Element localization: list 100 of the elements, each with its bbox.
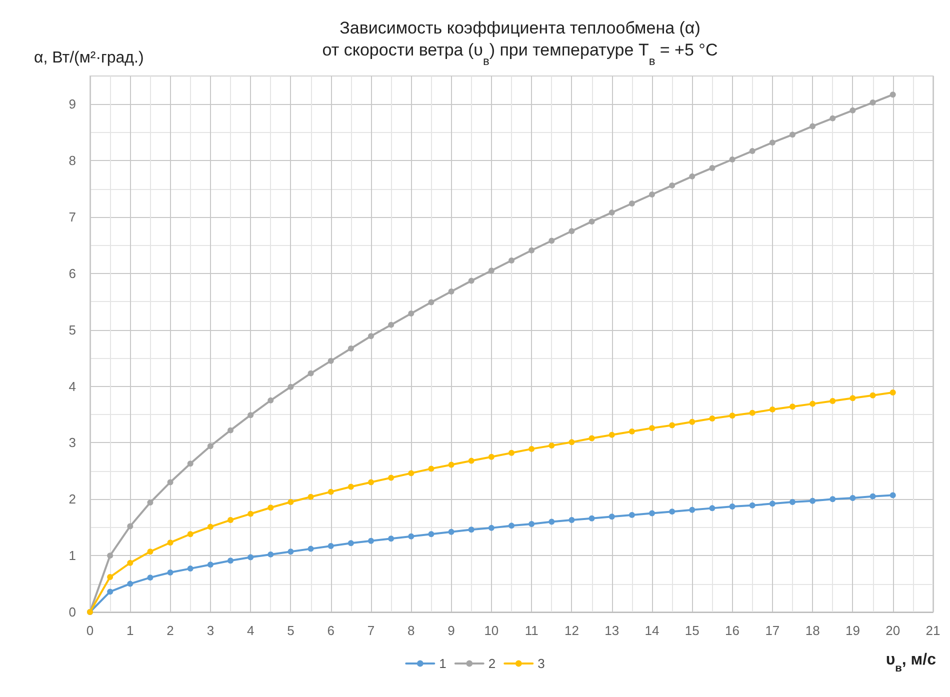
point xyxy=(548,442,555,449)
point xyxy=(488,268,494,274)
point xyxy=(749,148,756,154)
y-tick-label: 7 xyxy=(68,210,76,225)
x-tick-label: 6 xyxy=(327,623,334,638)
point xyxy=(790,404,796,410)
point xyxy=(608,432,615,438)
point xyxy=(769,140,776,146)
point xyxy=(328,358,334,364)
point xyxy=(147,574,154,581)
legend-label: 2 xyxy=(488,656,496,671)
point xyxy=(388,474,394,481)
point xyxy=(890,92,896,98)
point xyxy=(368,479,374,486)
x-tick-label: 21 xyxy=(926,623,940,638)
point xyxy=(850,395,856,402)
y-tick-label: 2 xyxy=(68,492,76,507)
point xyxy=(348,484,354,490)
point xyxy=(268,551,274,558)
point xyxy=(288,498,294,505)
point xyxy=(870,392,876,398)
point xyxy=(107,588,114,595)
point xyxy=(870,100,876,106)
point xyxy=(830,496,836,502)
point xyxy=(669,422,676,428)
point xyxy=(628,512,635,518)
point xyxy=(408,470,414,476)
x-tick-label: 15 xyxy=(684,623,700,638)
y-tick-label: 1 xyxy=(68,548,76,564)
y-tick-label: 3 xyxy=(68,435,76,450)
point xyxy=(810,498,816,504)
point xyxy=(689,506,696,513)
point xyxy=(729,503,736,510)
point xyxy=(709,164,716,171)
point xyxy=(729,156,736,162)
point xyxy=(649,425,655,432)
point xyxy=(850,107,856,114)
point xyxy=(207,524,214,530)
legend-label: 3 xyxy=(538,656,545,671)
point xyxy=(368,538,374,544)
point xyxy=(830,398,836,404)
point xyxy=(388,536,394,542)
point xyxy=(468,458,474,464)
point xyxy=(147,548,154,555)
point xyxy=(228,517,234,524)
point xyxy=(588,435,595,442)
point xyxy=(588,218,595,225)
x-tick-label: 1 xyxy=(126,623,134,638)
point xyxy=(749,502,756,508)
point xyxy=(488,454,494,460)
point xyxy=(870,493,876,500)
point xyxy=(268,397,274,404)
y-tick-label: 5 xyxy=(68,322,76,338)
point xyxy=(669,508,676,515)
x-tick-label: 8 xyxy=(408,623,415,638)
y-tick-label: 4 xyxy=(68,378,76,394)
x-tick-label: 14 xyxy=(644,623,660,638)
point xyxy=(348,540,354,546)
point xyxy=(428,531,434,538)
legend-label: 1 xyxy=(439,656,446,671)
point xyxy=(368,333,374,340)
point xyxy=(528,446,535,452)
point xyxy=(508,522,514,529)
point xyxy=(448,528,454,535)
point xyxy=(127,560,134,566)
point xyxy=(127,580,134,587)
y-tick-label: 0 xyxy=(68,604,76,620)
point xyxy=(288,548,294,555)
point xyxy=(608,210,615,216)
point xyxy=(268,504,274,511)
point xyxy=(448,288,454,295)
point xyxy=(588,515,595,522)
point xyxy=(830,115,836,122)
x-tick-label: 19 xyxy=(845,623,860,638)
point xyxy=(769,500,776,507)
point xyxy=(468,526,474,533)
point xyxy=(308,370,314,376)
x-tick-label: 10 xyxy=(484,623,499,638)
point xyxy=(167,540,174,546)
point xyxy=(308,546,314,552)
point xyxy=(790,498,796,505)
x-tick-label: 0 xyxy=(86,623,94,638)
x-tick-label: 3 xyxy=(206,623,214,638)
x-tick-label: 11 xyxy=(524,623,538,638)
point xyxy=(568,439,575,446)
point xyxy=(428,299,434,306)
point xyxy=(328,488,334,495)
x-tick-label: 13 xyxy=(604,623,620,638)
point xyxy=(568,517,575,524)
point xyxy=(187,531,194,538)
point xyxy=(228,558,234,564)
y-axis-title: α, Вт/(м²·град.) xyxy=(34,50,144,66)
point xyxy=(689,418,696,425)
point xyxy=(508,258,514,264)
point xyxy=(308,494,314,500)
point xyxy=(709,415,716,422)
point xyxy=(167,570,174,576)
point xyxy=(608,514,615,520)
x-tick-label: 18 xyxy=(805,623,820,638)
point xyxy=(850,495,856,502)
